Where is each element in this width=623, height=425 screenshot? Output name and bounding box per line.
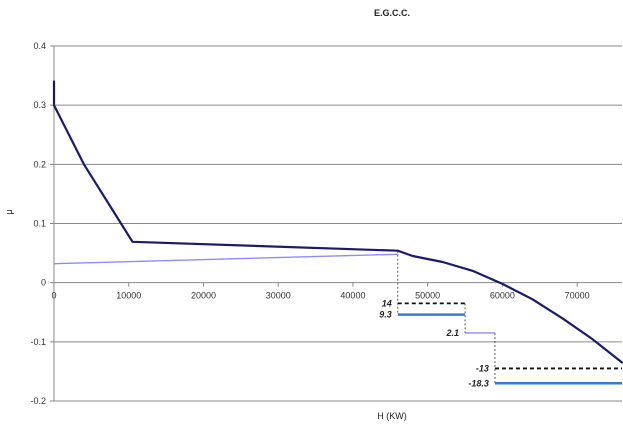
step-label-4: -18.3 xyxy=(468,378,489,388)
step-label-0: 14 xyxy=(382,298,392,308)
x-tick-label-7: 70000 xyxy=(565,291,590,301)
annotations: 14 9.3 2.1 -13 -18.3 xyxy=(379,298,489,388)
x-tick-label-1: 10000 xyxy=(116,291,141,301)
y-tick-label-0: -0.2 xyxy=(30,396,46,406)
x-axis-label: H (KW) xyxy=(377,411,407,421)
y-ticks: -0.2 -0.1 0 0.1 0.2 0.3 0.4 xyxy=(30,41,54,406)
y-tick-label-2: 0 xyxy=(41,278,46,288)
x-tick-label-2: 20000 xyxy=(191,291,216,301)
y-tick-label-3: 0.1 xyxy=(33,219,46,229)
grid xyxy=(54,45,622,402)
x-ticks: 0 10000 20000 30000 40000 50000 60000 70000 xyxy=(51,282,590,301)
y-tick-label-4: 0.2 xyxy=(33,159,46,169)
y-tick-label-5: 0.3 xyxy=(33,100,46,110)
chart-title: E.G.C.C. xyxy=(374,8,410,18)
y-tick-label-6: 0.4 xyxy=(33,41,46,51)
y-tick-label-1: -0.1 xyxy=(30,337,46,347)
x-tick-label-5: 50000 xyxy=(415,291,440,301)
step-label-1: 9.3 xyxy=(379,310,392,320)
series-line-0 xyxy=(52,80,623,364)
x-tick-label-0: 0 xyxy=(51,291,56,301)
step-label-2: 2.1 xyxy=(446,328,460,338)
x-tick-label-6: 60000 xyxy=(490,291,515,301)
x-tick-label-4: 40000 xyxy=(340,291,365,301)
y-axis-label: μ xyxy=(4,209,14,214)
steps xyxy=(397,302,622,385)
x-tick-label-3: 30000 xyxy=(266,291,291,301)
series xyxy=(52,80,623,364)
step-label-3: -13 xyxy=(476,363,489,373)
series-line-1 xyxy=(53,253,399,265)
